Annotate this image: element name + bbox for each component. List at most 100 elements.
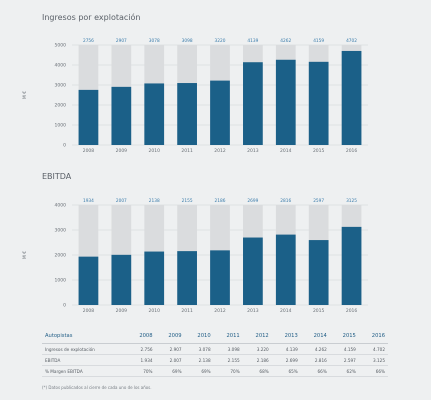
table-header-cell: 2014 <box>300 331 330 344</box>
x-tick-label: 2013 <box>247 148 259 154</box>
y-tick-label: 1000 <box>55 123 67 129</box>
bar <box>210 250 230 305</box>
data-label: 2907 <box>116 38 127 44</box>
data-label: 2597 <box>313 198 324 204</box>
table-cell: 66% <box>358 365 388 377</box>
data-label: 1934 <box>83 198 94 204</box>
bar <box>243 237 263 305</box>
table-cell: 2.597 <box>329 354 359 366</box>
x-tick-label: 2011 <box>181 308 193 314</box>
table-header-cell: 2012 <box>242 331 272 344</box>
y-tick-label: 3000 <box>55 228 67 234</box>
table-cell: 68% <box>242 365 272 377</box>
data-label: 3098 <box>182 38 193 44</box>
x-tick-label: 2009 <box>116 148 128 154</box>
data-label: 4262 <box>280 38 291 44</box>
y-axis-label: M € <box>22 251 28 259</box>
y-tick-label: 3000 <box>55 83 67 89</box>
table-cell: 66% <box>300 365 330 377</box>
bar <box>78 256 99 305</box>
data-table: Autopistas 2008 2009 2010 2011 2012 2013… <box>42 331 388 377</box>
table-cell: Ingresos de explotación <box>42 343 127 355</box>
bar <box>144 83 165 145</box>
bar <box>308 61 329 145</box>
x-tick-label: 2012 <box>214 308 226 314</box>
bar <box>210 80 230 145</box>
table-cell: 70% <box>126 365 156 377</box>
x-tick-label: 2008 <box>83 308 95 314</box>
y-axis-label: M € <box>22 91 28 99</box>
table-header-cell: 2008 <box>126 331 156 344</box>
x-tick-label: 2010 <box>148 308 160 314</box>
data-label: 2186 <box>215 198 226 204</box>
x-tick-label: 2010 <box>148 148 160 154</box>
bar <box>308 240 329 305</box>
y-tick-label: 4000 <box>55 203 67 209</box>
table-cell: % Margen EBITDA <box>42 365 127 377</box>
bar <box>275 59 296 145</box>
table-cell: 3.125 <box>358 354 388 366</box>
bar <box>144 251 165 305</box>
x-tick-label: 2014 <box>280 308 292 314</box>
table-cell: 4.139 <box>271 343 301 355</box>
table-header-cell: 2011 <box>213 331 243 344</box>
table-cell: 4.159 <box>329 343 359 355</box>
table-header-cell: 2010 <box>184 331 214 344</box>
data-label: 2816 <box>280 198 291 204</box>
y-tick-label: 0 <box>63 143 66 149</box>
table-cell: 3.220 <box>242 343 272 355</box>
bar <box>111 254 132 305</box>
table-header-cell: 2009 <box>155 331 185 344</box>
data-label: 3220 <box>215 38 226 44</box>
x-tick-label: 2009 <box>116 308 128 314</box>
table-cell: 2.907 <box>155 343 185 355</box>
table-cell: EBITDA <box>42 354 127 366</box>
bar <box>341 50 362 145</box>
table-row: % Margen EBITDA 70% 69% 69% 70% 68% 65% … <box>42 365 388 377</box>
data-label: 2756 <box>83 38 94 44</box>
table-header-cell: 2013 <box>271 331 301 344</box>
table-cell: 3.098 <box>213 343 243 355</box>
y-tick-label: 2000 <box>55 253 67 259</box>
x-tick-label: 2014 <box>280 148 292 154</box>
ebitda-bar-chart: 0 1000 2000 3000 4000 M € 1934 2008 2007 2009 2138… <box>22 198 368 314</box>
x-tick-label: 2008 <box>83 148 95 154</box>
table-header-cell: Autopistas <box>42 331 127 344</box>
x-tick-label: 2012 <box>214 148 226 154</box>
ingresos-bar-chart: 0 1000 2000 3000 4000 5000 M € 2756 2008 2907 2009… <box>22 38 368 154</box>
table-header-cell: 2016 <box>358 331 388 344</box>
data-label: 2155 <box>182 198 193 204</box>
bar <box>177 251 197 305</box>
data-label: 4159 <box>313 38 324 44</box>
y-tick-label: 2000 <box>55 103 67 109</box>
x-tick-label: 2016 <box>346 308 358 314</box>
table-cell: 2.155 <box>213 354 243 366</box>
x-tick-label: 2013 <box>247 308 259 314</box>
data-label: 4139 <box>247 38 258 44</box>
table-cell: 3.078 <box>184 343 214 355</box>
x-tick-label: 2016 <box>346 148 358 154</box>
data-label: 3125 <box>346 198 357 204</box>
x-tick-label: 2015 <box>313 148 325 154</box>
y-tick-label: 0 <box>63 303 66 309</box>
chart-title-ingresos: Ingresos por explotación <box>42 13 141 22</box>
table-cell: 2.699 <box>271 354 301 366</box>
table-cell: 69% <box>155 365 185 377</box>
bar <box>111 86 132 145</box>
table-row: EBITDA 1.934 2.007 2.138 2.155 2.186 2.6… <box>42 354 388 366</box>
data-label: 2699 <box>247 198 258 204</box>
footnote: (*) Datos publicados al cierre de cada u… <box>42 385 152 390</box>
table-row: Ingresos de explotación 2.756 2.907 3.07… <box>42 343 388 355</box>
table-cell: 2.186 <box>242 354 272 366</box>
bar <box>78 89 99 145</box>
data-label: 3078 <box>149 38 160 44</box>
table-cell: 4.262 <box>300 343 330 355</box>
table-cell: 2.816 <box>300 354 330 366</box>
y-tick-label: 1000 <box>55 278 67 284</box>
table-header-cell: 2015 <box>329 331 359 344</box>
x-tick-label: 2011 <box>181 148 193 154</box>
y-tick-label: 4000 <box>55 63 67 69</box>
bar <box>177 83 197 145</box>
table-cell: 69% <box>184 365 214 377</box>
table-cell: 4.702 <box>358 343 388 355</box>
